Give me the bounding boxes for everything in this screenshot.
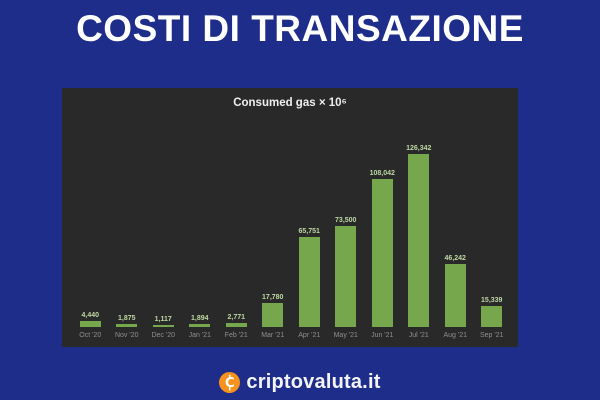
bar [444, 263, 466, 327]
bar-value-label: 1,875 [117, 315, 136, 323]
bar-column: 1,894 [182, 315, 219, 327]
bar [225, 323, 247, 327]
x-axis-tick-label: Apr '21 [298, 332, 321, 339]
bar-column: 65,751 [291, 228, 328, 327]
x-axis-tick-label: Jan '21 [188, 332, 211, 339]
bar [116, 324, 138, 327]
bar-column: 4,440 [72, 312, 109, 327]
bar [408, 154, 430, 327]
x-axis-labels: Oct '20 Nov '20 Dec '20 Jan '21 Feb '21 Mar '… [72, 327, 510, 347]
bar-value-label: 1,117 [154, 316, 172, 324]
bar-value-label: 126,342 [406, 145, 432, 152]
brand-footer: C criptovaluta.it [0, 371, 600, 394]
x-axis-tick-label: Aug '21 [443, 332, 468, 339]
x-axis-tick-label: Mar '21 [261, 332, 285, 339]
x-axis-tick-label: Nov '20 [114, 332, 139, 339]
bar-column: 2,771 [218, 314, 255, 327]
bar-column: 46,242 [437, 255, 474, 327]
x-axis-tick-label: May '21 [333, 332, 358, 339]
brand-name: criptovaluta.it [246, 371, 381, 393]
bar-value-label: 65,751 [298, 227, 320, 235]
bar [298, 236, 320, 327]
svg-text:C: C [225, 376, 235, 391]
chart-panel: Consumed gas × 10⁶ 4,440 1,875 1,117 1,894 2… [62, 88, 518, 347]
chart-title: Consumed gas × 10⁶ [233, 97, 347, 109]
bar [262, 302, 284, 327]
bar-column: 17,780 [255, 294, 292, 327]
bar-value-label: 108,042 [369, 170, 395, 178]
bar-column: 15,339 [474, 297, 511, 327]
bar-value-label: 2,771 [227, 314, 246, 322]
bar [481, 306, 503, 327]
bar-column: 73,500 [328, 217, 365, 327]
bar-value-label: 17,780 [262, 293, 284, 301]
bar-value-label: 15,339 [481, 297, 503, 304]
bar [335, 226, 357, 327]
bar-value-label: 73,500 [335, 217, 357, 225]
bar-value-label: 46,242 [444, 254, 466, 262]
bar [152, 325, 174, 327]
x-axis-tick-label: Sep '21 [479, 332, 504, 339]
x-axis-tick-label: Dec '20 [151, 332, 175, 339]
bar-value-label: 4,440 [81, 311, 100, 319]
bar [371, 179, 393, 327]
bar-column: 1,117 [145, 316, 182, 327]
page-title: COSTI DI TRANSAZIONE [76, 8, 524, 49]
x-axis-tick-label: Feb '21 [224, 332, 248, 339]
bar-plot-area: 4,440 1,875 1,117 1,894 2,771 17,780 65,751 73,… [72, 128, 510, 327]
bar-column: 126,342 [401, 145, 438, 327]
bar-value-label: 1,894 [190, 315, 209, 323]
criptovaluta-coin-icon: C [219, 372, 241, 393]
bar [189, 324, 211, 327]
bar-column: 1,875 [109, 315, 146, 327]
bar-column: 108,042 [364, 170, 401, 327]
x-axis-tick-label: Jun '21 [371, 332, 394, 339]
x-axis-tick-label: Oct '20 [79, 332, 102, 339]
x-axis-tick-label: Jul '21 [408, 332, 429, 339]
bar [79, 320, 101, 327]
